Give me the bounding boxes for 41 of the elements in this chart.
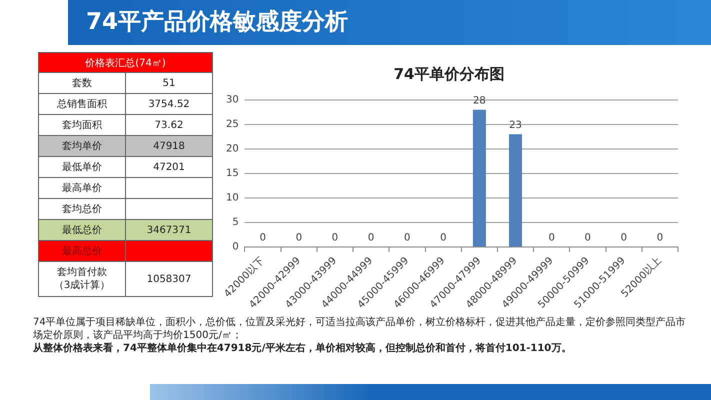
data-label: 3754.52 — [126, 94, 212, 114]
text: 价格表汇总(74㎡) — [85, 58, 166, 68]
category-label: 套均单价 — [38, 136, 126, 156]
category-label: 套均面积 — [38, 114, 126, 136]
data-label: 73.62 — [126, 114, 212, 136]
data-label: 1058307 — [126, 262, 212, 296]
y-tick-label: 0 — [232, 242, 239, 253]
data-label: 3467371 — [126, 220, 212, 240]
category-label: 总销售面积 — [38, 94, 126, 114]
data-label: 0 — [584, 232, 591, 244]
category-label: 套均总价 — [38, 198, 126, 220]
data-label: 28 — [473, 95, 486, 106]
chart-title: 74平单价分布图 — [394, 64, 504, 83]
category-label: 最低单价 — [38, 156, 126, 178]
y-tick-label: 10 — [226, 192, 239, 204]
category-label: 套数 — [38, 72, 126, 94]
y-tick-label: 20 — [226, 144, 239, 155]
data-label: 0 — [620, 232, 628, 244]
category-label: 最高总价 — [38, 240, 126, 262]
data-label: 23 — [509, 120, 522, 131]
y-tick-label: 15 — [226, 168, 239, 180]
data-label: 0 — [296, 232, 302, 244]
data-label: 0 — [260, 232, 266, 244]
category-label: 套均首付款（3成计算） — [38, 262, 126, 296]
data-label: 0 — [368, 232, 374, 244]
y-tick-label: 30 — [226, 94, 239, 106]
data-label: 0 — [332, 232, 338, 244]
category-label: 最高单价 — [38, 178, 126, 198]
data-label: 0 — [404, 232, 410, 244]
y-tick-label: 5 — [232, 217, 239, 228]
data-label: 0 — [548, 232, 555, 244]
data-label: 0 — [656, 232, 664, 244]
text: 74平单位属于项目稀缺单位，面积小，总价低，位置及采光好，可适当拉高该产品单价，树立价格标杆，促进其他产品走量，定价参照同类型产品市场定价原则，该产品平均高于均价1500元/㎡； — [33, 316, 687, 342]
data-label: 0 — [440, 232, 446, 244]
data-label: 47201 — [126, 156, 212, 178]
data-label: 51 — [126, 72, 212, 94]
y-tick-label: 25 — [226, 119, 239, 130]
text: 74平产品价格敏感度分析 — [86, 9, 348, 35]
category-label: 最低总价 — [38, 220, 126, 240]
text: 从整体价格表来看，74平整体单价集中在47918元/平米左右，单价相对较高，但控制总价和首付，将首付101-110万。 — [33, 342, 572, 355]
data-label: 47918 — [126, 136, 212, 156]
